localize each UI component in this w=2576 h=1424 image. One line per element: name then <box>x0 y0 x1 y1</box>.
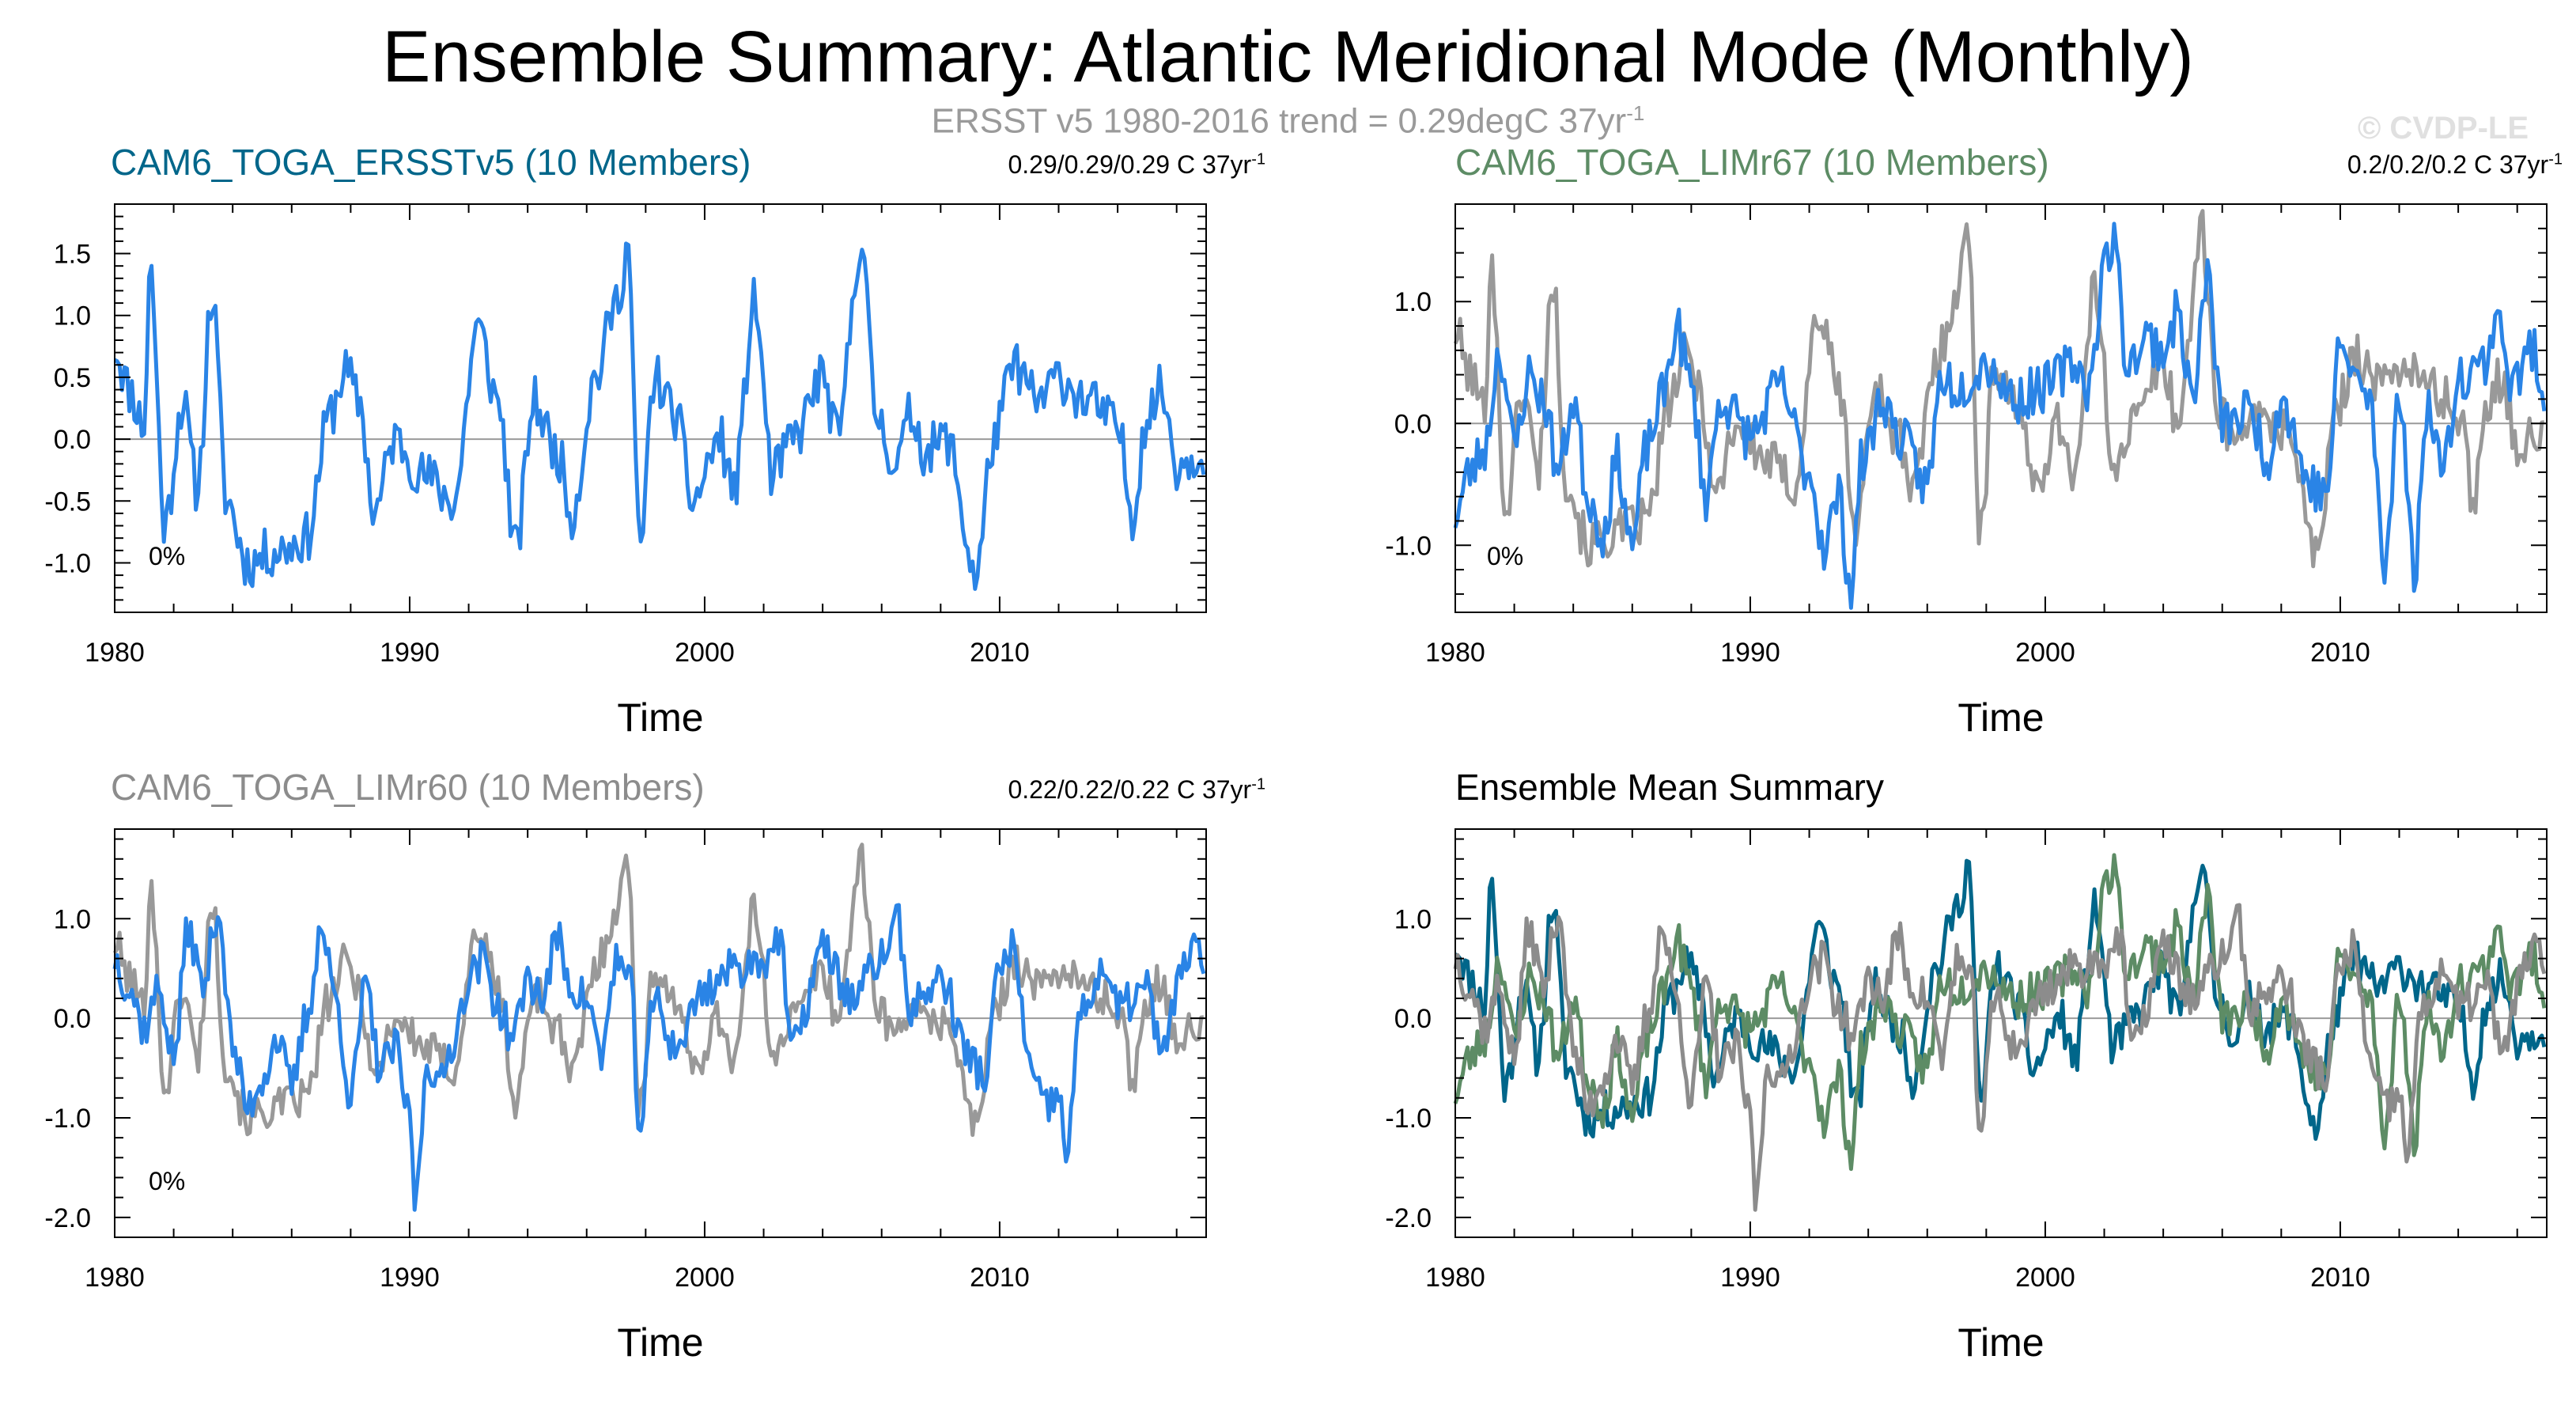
series-line-cam6-toga-limr60-ensemble-mean <box>112 903 1206 1212</box>
y-tick-label: 0.5 <box>54 363 91 393</box>
y-tick-label: -2.0 <box>44 1203 91 1233</box>
panel-trend: 0.29/0.29/0.29 C 37yr-1 <box>712 150 1265 180</box>
y-tick-label: -1.0 <box>1385 531 1432 561</box>
panel-trend: 0.2/0.2/0.2 C 37yr-1 <box>2009 150 2563 180</box>
plot-frame <box>1454 203 2548 613</box>
x-tick-label: 2000 <box>2015 1263 2075 1293</box>
chart-svg-toga-ersstv5: 1980 1990 2000 2010 -1.0 -0.5 0.0 0.5 1.0 1.5 Time <box>44 203 1207 740</box>
x-axis-label: Time <box>1958 695 2044 740</box>
panel-trend: 0.22/0.22/0.22 C 37yr-1 <box>712 775 1265 805</box>
chart-panel-toga-limr67: 1980 1990 2000 2010 -1.0 0.0 1.0 Time CAM6_TOGA… <box>1297 134 2563 799</box>
panel-title: CAM6_TOGA_LIMr60 (10 Members) <box>111 767 705 808</box>
x-tick-label: 1980 <box>1425 638 1485 668</box>
x-axis-label: Time <box>1958 1320 2044 1365</box>
chart-panel-ensemble-mean-summary: 1980 1990 2000 2010 -2.0 -1.0 0.0 1.0 Time Ensem… <box>1297 759 2563 1424</box>
chart-svg-toga-limr67: 1980 1990 2000 2010 -1.0 0.0 1.0 Time <box>1385 203 2548 740</box>
x-tick-label: 2010 <box>2310 638 2370 668</box>
x-tick-label: 2000 <box>675 1263 735 1293</box>
percent-label: 0% <box>1487 542 1524 570</box>
y-tick-label: 0.0 <box>54 1004 91 1034</box>
panel-title: Ensemble Mean Summary <box>1455 767 1884 808</box>
trend-superscript: -1 <box>1251 775 1265 793</box>
series-line-ersst-v5-observations <box>1453 209 2545 569</box>
chart-svg-toga-limr60: 1980 1990 2000 2010 -2.0 -1.0 0.0 1.0 Time <box>44 828 1207 1365</box>
x-tick-label: 2000 <box>2015 638 2075 668</box>
x-tick-label: 1990 <box>1720 638 1780 668</box>
x-tick-label: 2000 <box>675 638 735 668</box>
trend-text: 0.29/0.29/0.29 C 37yr <box>1008 150 1252 179</box>
plot-frame <box>114 828 1207 1238</box>
trend-superscript: -1 <box>2548 150 2563 169</box>
y-tick-label: 1.5 <box>54 240 91 270</box>
trend-text: 0.22/0.22/0.22 C 37yr <box>1008 775 1252 804</box>
series-line-cam6-toga-ersstv5-ensemble-mean <box>113 241 1206 591</box>
percent-label: 0% <box>149 1167 186 1195</box>
y-tick-label: -0.5 <box>44 487 91 517</box>
y-tick-label: 0.0 <box>1394 409 1432 439</box>
y-tick-label: 1.0 <box>1394 287 1432 317</box>
subtitle-superscript: -1 <box>1626 101 1645 125</box>
plot-frame <box>114 203 1207 613</box>
x-tick-label: 1980 <box>85 638 145 668</box>
x-axis-label: Time <box>617 695 703 740</box>
y-tick-label: -1.0 <box>44 548 91 578</box>
figure-title: Ensemble Summary: Atlantic Meridional Mo… <box>382 17 2194 97</box>
figure-subtitle: ERSST v5 1980-2016 trend = 0.29degC 37yr… <box>0 101 2576 142</box>
trend-superscript: -1 <box>1251 150 1265 169</box>
series-line-ersst-v5-observations <box>112 843 1205 1138</box>
series-line-cam6-toga-limr67-ensemble-mean <box>1453 222 2547 610</box>
plot-frame <box>1454 828 2548 1238</box>
y-tick-label: -1.0 <box>44 1104 91 1134</box>
x-tick-label: 1980 <box>85 1263 145 1293</box>
x-tick-label: 2010 <box>970 1263 1030 1293</box>
percent-label: 0% <box>149 542 186 570</box>
trend-text: 0.2/0.2/0.2 C 37yr <box>2347 150 2549 179</box>
copyright-watermark: © CVDP-LE <box>2357 111 2529 146</box>
panel-title: CAM6_TOGA_ERSSTv5 (10 Members) <box>111 142 751 183</box>
x-tick-label: 2010 <box>2310 1263 2370 1293</box>
x-tick-label: 2010 <box>970 638 1030 668</box>
y-tick-label: 1.0 <box>54 904 91 934</box>
y-tick-label: 0.0 <box>54 425 91 455</box>
y-tick-label: -1.0 <box>1385 1104 1432 1134</box>
chart-svg-ensemble-mean-summary: 1980 1990 2000 2010 -2.0 -1.0 0.0 1.0 Time <box>1385 828 2548 1365</box>
series-line-cam6-toga-limr60 <box>1453 903 2547 1212</box>
y-tick-label: -2.0 <box>1385 1203 1432 1233</box>
x-tick-label: 1990 <box>1720 1263 1780 1293</box>
x-tick-label: 1980 <box>1425 1263 1485 1293</box>
chart-panel-toga-ersstv5: 1980 1990 2000 2010 -1.0 -0.5 0.0 0.5 1.0 1.5 Time… <box>0 134 1265 799</box>
y-tick-label: 1.0 <box>54 301 91 331</box>
x-tick-label: 1990 <box>380 1263 440 1293</box>
x-tick-label: 1990 <box>380 638 440 668</box>
chart-panel-toga-limr60: 1980 1990 2000 2010 -2.0 -1.0 0.0 1.0 Time CAM6_… <box>0 759 1265 1424</box>
subtitle-text: ERSST v5 1980-2016 trend = 0.29degC 37yr <box>931 101 1627 141</box>
y-tick-label: 1.0 <box>1394 904 1432 934</box>
panel-title: CAM6_TOGA_LIMr67 (10 Members) <box>1455 142 2049 183</box>
x-axis-label: Time <box>617 1320 703 1365</box>
y-tick-label: 0.0 <box>1394 1004 1432 1034</box>
